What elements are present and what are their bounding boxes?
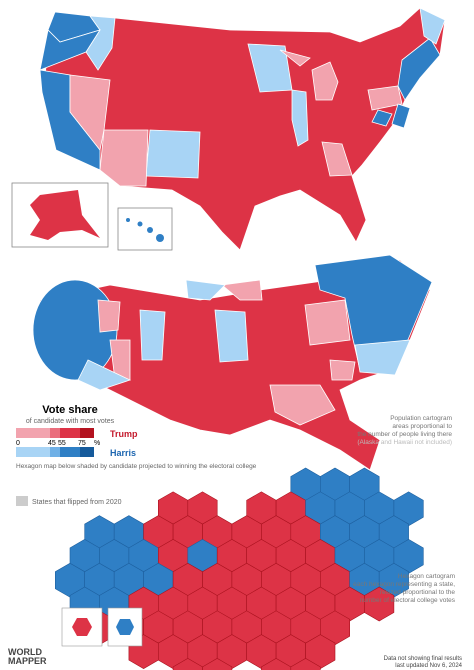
hexagon xyxy=(72,618,92,636)
hexagon-note: Hexagon cartogram each hexagon represent… xyxy=(353,573,456,604)
legend-tick: 55 xyxy=(58,440,66,447)
hawaii xyxy=(126,218,164,242)
legend-title: Vote share xyxy=(42,404,97,416)
hexagon xyxy=(290,658,321,670)
state-map xyxy=(39,7,446,251)
hexagon xyxy=(116,619,134,635)
hawaii-inset xyxy=(117,207,173,251)
footer: last updated Nov 6, 2024 xyxy=(395,663,462,669)
note-line: Population cartogram xyxy=(390,415,452,422)
population-cartogram xyxy=(32,254,433,471)
note-line: the number of people living there xyxy=(357,431,452,438)
note-line: Hexagon cartogram xyxy=(398,573,455,580)
hexagon-cartogram xyxy=(54,467,424,670)
legend-tick: 45 xyxy=(48,440,56,447)
logo: WORLD xyxy=(8,647,42,657)
population-note: Population cartogram areas proportional … xyxy=(357,415,452,446)
note-line: number of electoral college votes xyxy=(360,597,456,604)
legend: Vote share of candidate with most votes … xyxy=(16,404,138,458)
note-line: resized proportional to the xyxy=(380,589,456,596)
note-text: Hexagon map below shaded by candidate pr… xyxy=(16,463,257,470)
hexagon xyxy=(202,658,233,670)
footer: Data not showing final results xyxy=(384,656,462,662)
legend-tick: 75 xyxy=(78,440,86,447)
alaska xyxy=(30,190,100,240)
logo: MAPPER xyxy=(8,656,47,666)
hexagon-intro: Hexagon map below shaded by candidate pr… xyxy=(16,463,257,470)
legend-subtitle: of candidate with most votes xyxy=(26,418,115,425)
legend-tick: 0 xyxy=(16,440,20,447)
hexagon xyxy=(364,586,395,622)
note-line: (Alaska and Hawaii not included) xyxy=(357,439,452,446)
note-line: each hexagon representing a state, xyxy=(353,581,455,588)
flipped-swatch xyxy=(16,496,28,506)
flipped-note: States that flipped from 2020 xyxy=(32,499,122,506)
note-line: areas proportional to xyxy=(392,423,452,430)
legend-harris: Harris xyxy=(110,448,136,458)
legend-unit: % xyxy=(94,440,100,447)
legend-trump: Trump xyxy=(110,429,138,439)
